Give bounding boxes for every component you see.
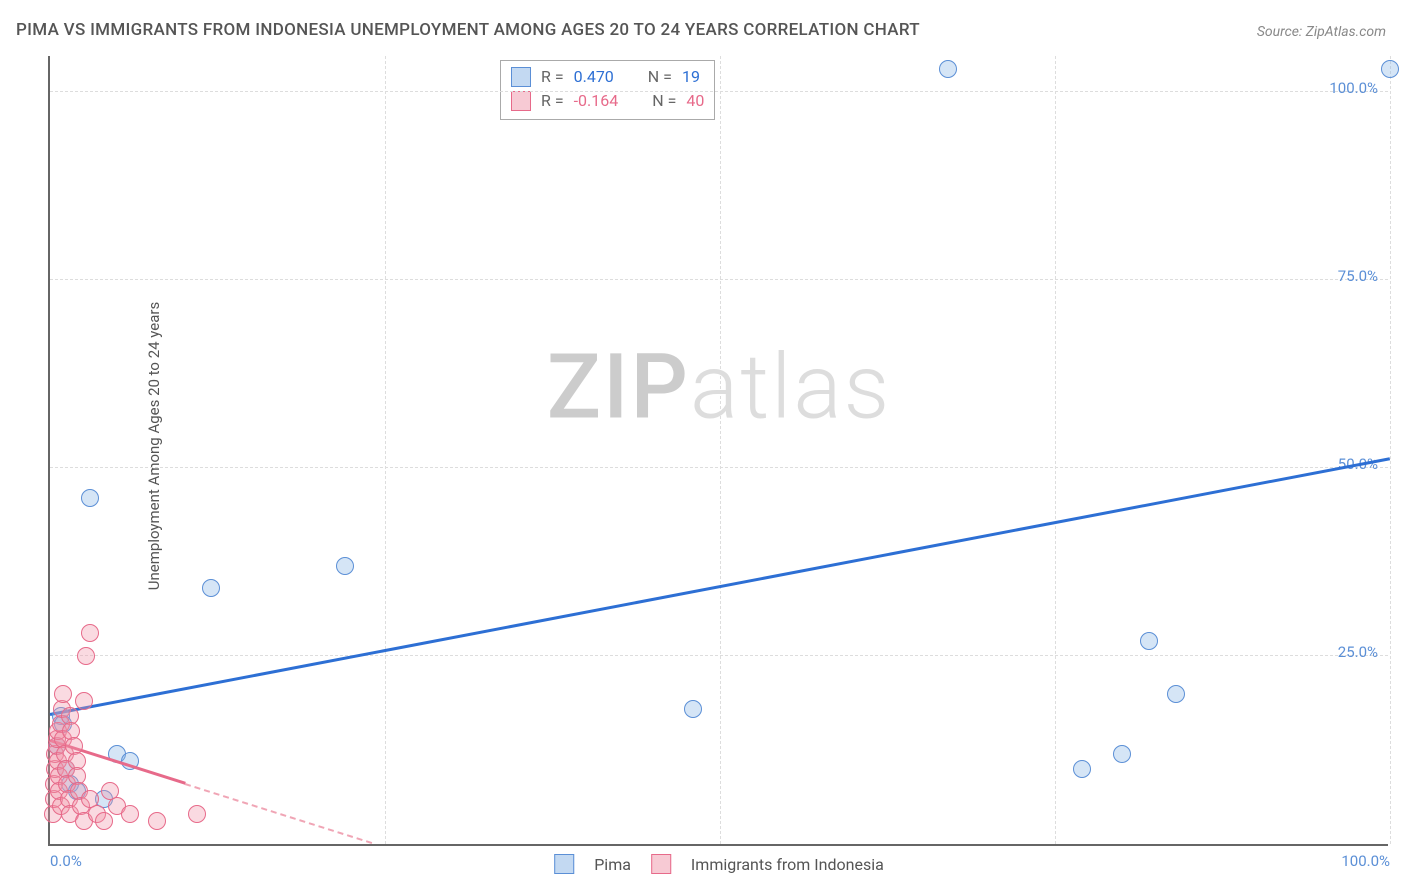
data-point <box>1381 60 1399 78</box>
trend-line-dashed <box>185 783 372 844</box>
legend-swatch-indonesia <box>651 854 671 874</box>
gridline-horizontal <box>50 91 1388 92</box>
correlation-row-indonesia: R = -0.164 N = 40 <box>511 89 704 113</box>
legend-swatch-pima <box>554 854 574 874</box>
gridline-vertical <box>720 56 721 844</box>
data-point <box>148 812 166 830</box>
legend-bottom: Pima Immigrants from Indonesia <box>554 854 884 874</box>
data-point <box>684 700 702 718</box>
source-attribution: Source: ZipAtlas.com <box>1257 24 1386 40</box>
y-tick-label: 75.0% <box>1338 267 1378 285</box>
legend-label-indonesia: Immigrants from Indonesia <box>691 855 884 874</box>
data-point <box>188 805 206 823</box>
data-point <box>81 624 99 642</box>
data-point <box>81 489 99 507</box>
x-tick-label: 0.0% <box>50 852 82 870</box>
gridline-vertical <box>1390 56 1391 844</box>
data-point <box>1167 685 1185 703</box>
y-tick-label: 25.0% <box>1338 643 1378 661</box>
legend-label-pima: Pima <box>594 855 631 874</box>
data-point <box>202 579 220 597</box>
data-point <box>1113 745 1131 763</box>
data-point <box>1073 760 1091 778</box>
gridline-vertical <box>385 56 386 844</box>
watermark: ZIPatlas <box>547 334 892 439</box>
y-tick-label: 100.0% <box>1329 79 1378 97</box>
gridline-horizontal <box>50 279 1388 280</box>
gridline-vertical <box>1055 56 1056 844</box>
correlation-row-pima: R = 0.470 N = 19 <box>511 65 704 89</box>
swatch-blue <box>511 67 531 87</box>
data-point <box>1140 632 1158 650</box>
data-point <box>939 60 957 78</box>
gridline-horizontal <box>50 467 1388 468</box>
x-tick-label: 100.0% <box>1341 852 1390 870</box>
data-point <box>75 692 93 710</box>
data-point <box>336 557 354 575</box>
gridline-horizontal <box>50 655 1388 656</box>
chart-title: PIMA VS IMMIGRANTS FROM INDONESIA UNEMPL… <box>16 20 920 40</box>
data-point <box>77 647 95 665</box>
swatch-pink <box>511 91 531 111</box>
data-point <box>54 685 72 703</box>
data-point <box>95 812 113 830</box>
scatter-plot-area: ZIPatlas R = 0.470 N = 19 R = -0.164 N =… <box>48 56 1388 846</box>
data-point <box>121 805 139 823</box>
